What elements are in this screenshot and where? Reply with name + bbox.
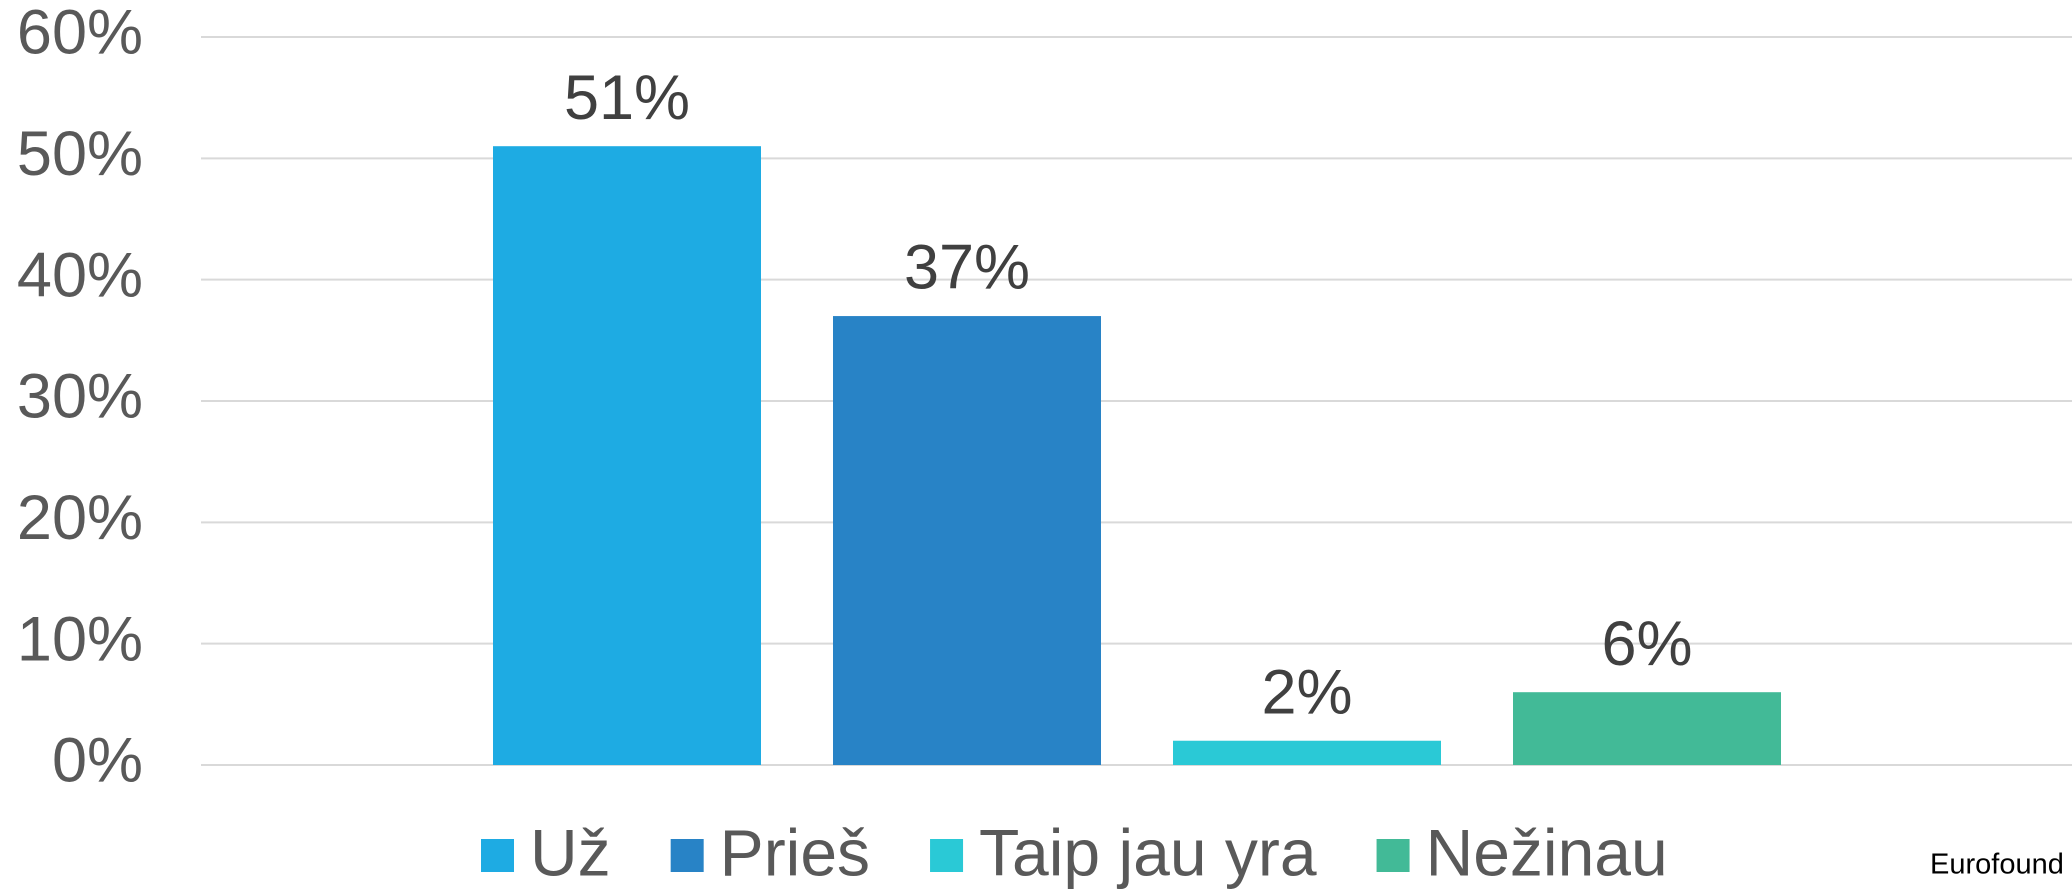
y-tick-label: 60% xyxy=(17,0,143,68)
y-tick-label: 50% xyxy=(17,119,143,189)
bar xyxy=(833,316,1101,765)
legend-label: Taip jau yra xyxy=(979,815,1317,889)
legend-swatch xyxy=(930,839,964,872)
legend-swatch xyxy=(481,839,514,872)
legend-label: Prieš xyxy=(720,815,870,889)
legend-label: Už xyxy=(530,815,611,889)
value-label: 6% xyxy=(1601,609,1692,679)
legend-label: Nežinau xyxy=(1426,815,1668,889)
bar xyxy=(493,146,761,765)
y-tick-label: 30% xyxy=(17,362,143,432)
bar xyxy=(1513,692,1781,765)
legend-swatch xyxy=(1376,839,1410,872)
y-tick-label: 0% xyxy=(52,726,143,796)
bar xyxy=(1173,740,1441,765)
source: Eurofound xyxy=(1930,849,2064,881)
value-label: 2% xyxy=(1261,657,1352,727)
legend-swatch xyxy=(670,839,704,872)
value-label: 37% xyxy=(904,233,1030,303)
y-tick-label: 20% xyxy=(17,483,143,553)
value-label: 51% xyxy=(564,63,690,133)
y-tick-label: 10% xyxy=(17,604,143,674)
y-tick-label: 40% xyxy=(17,240,143,310)
